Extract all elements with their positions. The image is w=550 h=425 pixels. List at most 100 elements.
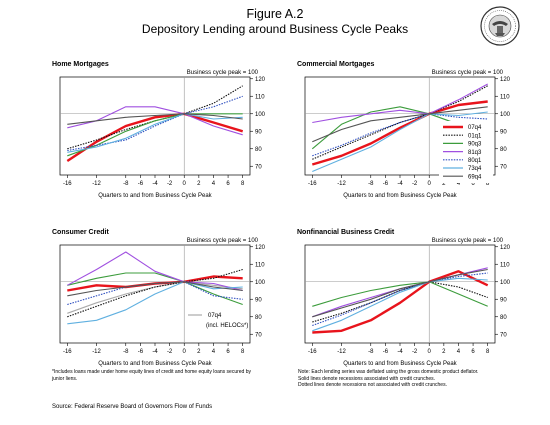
x-tick-label: 2 bbox=[197, 349, 201, 355]
y-tick-label: 70 bbox=[500, 332, 507, 338]
x-tick-label: -12 bbox=[92, 349, 101, 355]
panel-title: Commercial Mortgages bbox=[297, 61, 375, 68]
series-line-07q4 bbox=[66, 112, 244, 163]
y-tick-label: 120 bbox=[500, 245, 511, 251]
y-tick-label: 80 bbox=[255, 315, 262, 321]
x-tick-label: -4 bbox=[152, 349, 158, 355]
plot-frame bbox=[304, 244, 496, 344]
x-tick-label: -4 bbox=[397, 181, 403, 187]
x-tick-label: -6 bbox=[138, 181, 144, 187]
x-tick-label: 2 bbox=[197, 181, 201, 187]
panel-title: Home Mortgages bbox=[52, 61, 109, 68]
x-tick-label: 4 bbox=[212, 349, 216, 355]
y-tick-label: 120 bbox=[500, 77, 511, 83]
series-line-07q4 bbox=[312, 270, 489, 334]
legend-label-73q4: 73q4 bbox=[468, 166, 482, 172]
series-line-01q1 bbox=[67, 268, 243, 318]
x-tick-label: 8 bbox=[241, 349, 245, 355]
inline-note-sublabel: (incl. HELOCs*) bbox=[206, 323, 248, 329]
x-tick-label: -6 bbox=[138, 349, 144, 355]
x-tick-label: -2 bbox=[167, 349, 173, 355]
source-note: Source: Federal Reserve Board of Governo… bbox=[52, 404, 213, 410]
figure-label: Figure A.2 bbox=[246, 7, 304, 21]
series-line-90q3 bbox=[67, 272, 243, 306]
x-tick-label: -2 bbox=[412, 181, 418, 187]
x-tick-label: 2 bbox=[442, 349, 446, 355]
series-line-69q4 bbox=[312, 106, 488, 143]
legend-label-01q1: 01q1 bbox=[468, 133, 482, 139]
x-tick-label: -2 bbox=[412, 349, 418, 355]
x-tick-label: 8 bbox=[486, 349, 490, 355]
x-axis-label: Quarters to and from Business Cycle Peak bbox=[98, 193, 212, 199]
x-tick-label: -12 bbox=[337, 349, 346, 355]
figure-title: Depository Lending around Business Cycle… bbox=[141, 22, 409, 36]
x-tick-label: 4 bbox=[212, 181, 216, 187]
x-tick-label: 6 bbox=[471, 349, 475, 355]
y-tick-label: 110 bbox=[500, 94, 510, 100]
x-tick-label: -8 bbox=[368, 181, 374, 187]
x-tick-label: -4 bbox=[152, 181, 158, 187]
y-tick-label: 120 bbox=[255, 245, 266, 251]
series-line-80q1 bbox=[312, 272, 488, 327]
x-tick-label: -8 bbox=[123, 349, 129, 355]
x-tick-label: -16 bbox=[63, 181, 72, 187]
note-line-3: Dotted lines denote recessions not assoc… bbox=[298, 382, 447, 388]
legend-label-81q3: 81q3 bbox=[468, 150, 482, 156]
y-tick-label: 120 bbox=[255, 77, 266, 83]
x-tick-label: -2 bbox=[167, 181, 173, 187]
y-tick-label: 80 bbox=[255, 147, 262, 153]
panel-annotation: Business cycle peak = 100 bbox=[187, 70, 259, 76]
x-tick-label: -12 bbox=[92, 181, 101, 187]
note-line-2: Solid lines denote recessions associated… bbox=[298, 375, 436, 382]
inline-note-label: 07q4 bbox=[208, 313, 222, 319]
series-line-73q4 bbox=[67, 113, 243, 153]
series-line-07q4 bbox=[311, 100, 488, 166]
panel-title: Consumer Credit bbox=[52, 229, 109, 236]
x-tick-label: 6 bbox=[471, 181, 475, 187]
x-tick-label: -8 bbox=[368, 349, 374, 355]
x-tick-label: 8 bbox=[241, 181, 245, 187]
x-tick-label: 0 bbox=[183, 349, 187, 355]
x-axis-label: Quarters to and from Business Cycle Peak bbox=[343, 193, 457, 199]
series-line-01q1 bbox=[312, 85, 488, 160]
x-tick-label: -16 bbox=[308, 181, 317, 187]
y-tick-label: 100 bbox=[500, 280, 511, 286]
series-line-81q3 bbox=[312, 83, 488, 124]
y-tick-label: 100 bbox=[255, 112, 266, 118]
federal-reserve-seal bbox=[480, 6, 520, 46]
y-tick-label: 80 bbox=[500, 147, 507, 153]
x-tick-label: 4 bbox=[457, 181, 461, 187]
series-line-73q4 bbox=[67, 281, 243, 325]
y-tick-label: 90 bbox=[500, 129, 507, 135]
series-line-80q1 bbox=[67, 95, 243, 152]
series-line-69q4 bbox=[67, 281, 243, 297]
y-tick-label: 90 bbox=[255, 129, 262, 135]
series-line-80q1 bbox=[312, 113, 488, 157]
x-tick-label: -6 bbox=[383, 181, 389, 187]
y-tick-label: 90 bbox=[255, 297, 262, 303]
y-tick-label: 100 bbox=[500, 112, 511, 118]
x-tick-label: -4 bbox=[397, 349, 403, 355]
legend-label-80q1: 80q1 bbox=[468, 158, 482, 164]
y-tick-label: 100 bbox=[255, 280, 266, 286]
series-line-73q4 bbox=[312, 277, 488, 332]
x-tick-label: 0 bbox=[183, 181, 187, 187]
footnote: *Includes loans made under home equity l… bbox=[52, 369, 252, 382]
legend-label-07q4: 07q4 bbox=[468, 125, 482, 131]
x-tick-label: -12 bbox=[337, 181, 346, 187]
x-axis-label: Quarters to and from Business Cycle Peak bbox=[98, 361, 212, 367]
series-line-90q3 bbox=[312, 281, 488, 307]
panel-annotation: Business cycle peak = 100 bbox=[432, 70, 504, 76]
series-line-69q4 bbox=[312, 268, 488, 318]
y-tick-label: 110 bbox=[255, 262, 265, 268]
x-tick-label: 6 bbox=[226, 181, 230, 187]
legend-label-90q3: 90q3 bbox=[468, 142, 482, 148]
x-tick-label: 4 bbox=[457, 349, 461, 355]
y-tick-label: 90 bbox=[500, 297, 507, 303]
panel-annotation: Business cycle peak = 100 bbox=[432, 238, 504, 244]
series-line-69q4 bbox=[67, 113, 243, 125]
x-tick-label: 0 bbox=[428, 349, 432, 355]
x-tick-label: -16 bbox=[308, 349, 317, 355]
series-line-73q4 bbox=[312, 111, 488, 173]
